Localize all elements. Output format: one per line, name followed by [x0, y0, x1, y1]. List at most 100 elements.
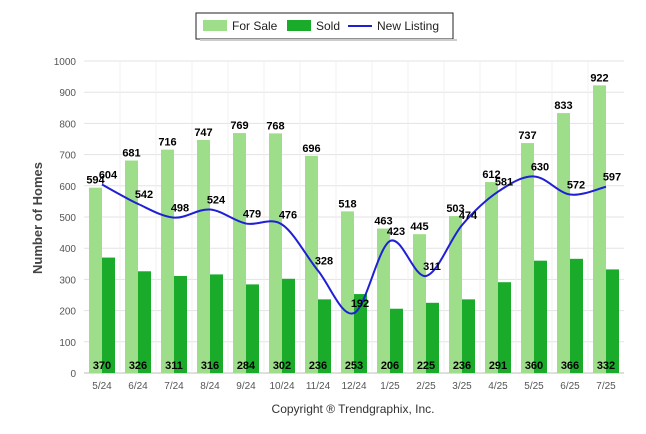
data-label-for-sale: 612: [482, 169, 500, 181]
bar-sold: [462, 299, 475, 373]
data-label-new-listing: 328: [315, 256, 333, 268]
y-tick-label: 400: [59, 244, 76, 255]
data-label-new-listing: 476: [279, 209, 297, 221]
bar-for-sale: [449, 216, 462, 373]
data-label-sold: 291: [489, 360, 507, 372]
copyright-text: Copyright ® Trendgraphix, Inc.: [272, 402, 435, 416]
bar-sold: [498, 282, 511, 373]
data-label-sold: 302: [273, 360, 291, 372]
bar-sold: [138, 271, 151, 373]
data-label-sold: 360: [525, 360, 543, 372]
bar-for-sale: [557, 113, 570, 373]
data-label-new-listing: 572: [567, 180, 585, 192]
data-label-new-listing: 581: [495, 177, 513, 189]
bar-for-sale: [305, 155, 318, 373]
data-label-for-sale: 594: [86, 175, 105, 187]
y-tick-label: 1000: [54, 57, 77, 68]
x-tick-label: 8/24: [200, 381, 220, 392]
bar-sold: [606, 269, 619, 373]
x-tick-label: 6/25: [560, 381, 580, 392]
data-label-for-sale: 747: [194, 127, 212, 139]
data-label-for-sale: 445: [410, 221, 428, 233]
y-tick-label: 700: [59, 151, 76, 162]
data-label-for-sale: 833: [554, 100, 572, 112]
bar-for-sale: [377, 228, 390, 373]
y-tick-label: 200: [59, 307, 76, 318]
bar-for-sale: [413, 234, 426, 373]
bar-for-sale: [89, 187, 102, 373]
bar-sold: [102, 257, 115, 373]
data-label-new-listing: 498: [171, 203, 189, 215]
data-label-sold: 284: [237, 360, 256, 372]
axes: 0 100 200 300 400 500 600 700 800 900 1000 5/24 6/24…: [54, 57, 616, 392]
data-label-for-sale: 737: [518, 130, 536, 142]
data-label-for-sale: 681: [122, 148, 140, 160]
new-listing-line: [101, 175, 607, 315]
data-label-sold: 311: [165, 360, 183, 372]
bar-sold: [534, 260, 547, 373]
data-label-new-listing: 524: [207, 195, 226, 207]
data-label-sold: 206: [381, 360, 399, 372]
y-tick-label: 600: [59, 182, 76, 193]
data-label-for-sale: 768: [266, 120, 284, 132]
y-tick-label: 800: [59, 119, 76, 130]
y-tick-label: 500: [59, 213, 76, 224]
bar-for-sale: [233, 133, 246, 373]
bar-sold: [174, 275, 187, 373]
bar-for-sale: [521, 143, 534, 373]
x-tick-label: 11/24: [306, 381, 331, 392]
bar-for-sale: [485, 182, 498, 373]
legend-swatch-for-sale: [203, 20, 227, 31]
y-axis-title: Number of Homes: [30, 162, 45, 274]
data-label-new-listing: 423: [387, 226, 405, 238]
x-tick-label: 1/25: [380, 381, 400, 392]
x-tick-label: 10/24: [269, 381, 294, 392]
data-label-for-sale: 463: [374, 216, 392, 228]
y-tick-label: 900: [59, 88, 76, 99]
bar-for-sale: [593, 85, 606, 373]
x-tick-label: 5/24: [92, 381, 112, 392]
data-label-for-sale: 922: [590, 72, 608, 84]
data-label-new-listing: 311: [423, 261, 441, 273]
data-label-for-sale: 769: [230, 120, 248, 132]
x-tick-label: 4/25: [488, 381, 508, 392]
x-tick-label: 12/24: [341, 381, 366, 392]
data-label-sold: 225: [417, 360, 435, 372]
bar-for-sale: [341, 211, 354, 373]
x-tick-label: 6/24: [128, 381, 148, 392]
bar-sold: [210, 274, 223, 373]
data-label-sold: 236: [309, 360, 327, 372]
legend: For Sale Sold New Listing: [195, 12, 457, 41]
x-tick-label: 5/25: [524, 381, 544, 392]
legend-shadow: [200, 39, 457, 41]
data-label-sold: 236: [453, 360, 471, 372]
legend-box: [195, 12, 454, 40]
data-label-new-listing: 479: [243, 209, 261, 221]
bar-sold: [282, 278, 295, 373]
legend-label-new-listing: New Listing: [377, 19, 439, 33]
data-label-for-sale: 696: [302, 143, 320, 155]
data-label-new-listing: 474: [459, 210, 478, 222]
new-listing-line-layer: [101, 175, 607, 315]
legend-swatch-sold: [287, 20, 311, 31]
bar-sold: [318, 299, 331, 373]
data-label-new-listing: 542: [135, 189, 153, 201]
x-tick-label: 2/25: [416, 381, 436, 392]
bar-for-sale: [197, 139, 210, 373]
data-label-sold: 316: [201, 360, 219, 372]
data-label-new-listing: 192: [351, 298, 369, 310]
bars: [89, 85, 619, 373]
data-label-sold: 370: [93, 360, 111, 372]
data-label-new-listing: 597: [603, 172, 621, 184]
x-tick-label: 7/25: [596, 381, 616, 392]
bar-sold: [570, 258, 583, 373]
data-label-new-listing: 604: [99, 170, 118, 182]
data-label-sold: 326: [129, 360, 147, 372]
y-tick-label: 300: [59, 275, 76, 286]
data-label-sold: 366: [561, 360, 579, 372]
bar-sold: [246, 284, 259, 373]
bar-for-sale: [269, 133, 282, 373]
data-label-sold: 332: [597, 360, 615, 372]
bar-for-sale: [125, 160, 138, 373]
